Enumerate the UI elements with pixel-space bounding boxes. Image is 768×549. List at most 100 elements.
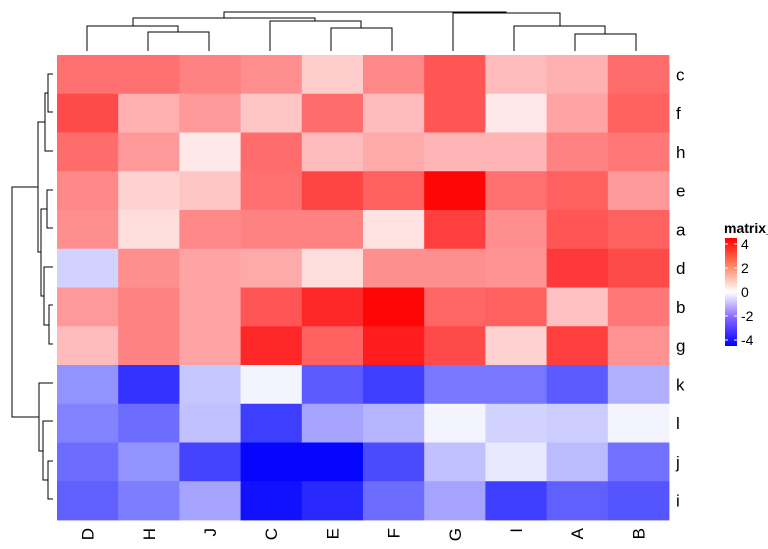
heatmap-cell-j-H <box>118 442 180 482</box>
row-dend-b-g <box>48 304 53 345</box>
heatmap-cell-b-J <box>179 287 241 327</box>
row-dend-e-a <box>46 189 53 229</box>
row-dend-j-i <box>47 460 53 500</box>
col-dend-G-IAB <box>452 12 561 51</box>
column-label-C: C <box>262 528 281 540</box>
heatmap-cell-e-H <box>118 171 180 211</box>
heatmap-cell-f-I <box>485 93 547 133</box>
row-label-b: b <box>676 298 685 317</box>
heatmap-cell-c-F <box>363 55 425 95</box>
row-label-k: k <box>676 375 685 394</box>
heatmap-cell-b-G <box>424 287 486 327</box>
heatmap-cell-c-A <box>546 55 609 95</box>
legend-ticks: 4 2 0 -2 -4 <box>725 236 754 348</box>
heatmap-cell-h-F <box>363 132 425 172</box>
heatmap-cell-d-C <box>240 248 303 288</box>
legend-tick-label: 4 <box>741 236 749 252</box>
heatmap-cell-a-D <box>57 210 119 250</box>
row-dendrogram <box>11 73 53 500</box>
column-label-E: E <box>323 528 342 539</box>
heatmap-cell-k-C <box>240 365 303 405</box>
heatmap-cell-l-J <box>179 403 241 443</box>
heatmap-cell-f-E <box>301 93 364 133</box>
heatmap-cell-g-E <box>301 326 364 366</box>
heatmap-cell-b-F <box>363 287 425 327</box>
heatmap-cell-l-B <box>607 403 670 443</box>
heatmap-cell-i-G <box>424 481 486 521</box>
heatmap-cell-a-A <box>546 210 609 250</box>
heatmap-cell-i-H <box>118 481 180 521</box>
heatmap-cell-e-F <box>363 171 425 211</box>
row-label-a: a <box>676 220 686 239</box>
legend-tick-label: -2 <box>741 308 754 324</box>
heatmap-cell-k-I <box>485 365 547 405</box>
column-label-G: G <box>446 528 465 541</box>
heatmap-cell-f-C <box>240 93 303 133</box>
legend-color-bar <box>725 238 737 346</box>
heatmap-cell-e-A <box>546 171 609 211</box>
heatmap-cell-a-E <box>301 210 364 250</box>
heatmap-cell-e-B <box>607 171 670 211</box>
col-dend-I-AB <box>513 25 606 51</box>
row-label-j: j <box>675 453 680 472</box>
heatmap-cell-c-I <box>485 55 547 95</box>
heatmap-cell-a-J <box>179 210 241 250</box>
legend-tick-label: 2 <box>741 260 749 276</box>
heatmap-cell-k-J <box>179 365 241 405</box>
heatmap-cell-h-J <box>179 132 241 172</box>
heatmap-cell-h-D <box>57 132 119 172</box>
heatmap-cell-d-J <box>179 248 241 288</box>
heatmap-cell-c-G <box>424 55 486 95</box>
heatmap-cell-g-A <box>546 326 609 366</box>
heatmap-cell-a-F <box>363 210 425 250</box>
heatmap-cell-k-F <box>363 365 425 405</box>
col-dend-H-J <box>147 31 210 51</box>
heatmap-cell-c-J <box>179 55 241 95</box>
row-dend-root <box>11 186 39 418</box>
heatmap-cell-i-A <box>546 481 609 521</box>
heatmap-cell-l-F <box>363 403 425 443</box>
heatmap-cell-j-C <box>240 442 303 482</box>
heatmap-cell-e-I <box>485 171 547 211</box>
heatmap-cell-b-E <box>301 287 364 327</box>
column-dendrogram <box>86 11 637 51</box>
heatmap-cell-d-I <box>485 248 547 288</box>
heatmap-cell-a-B <box>607 210 670 250</box>
heatmap-cell-i-E <box>301 481 364 521</box>
heatmap-cell-k-H <box>118 365 180 405</box>
row-dend-cf-h <box>44 92 53 152</box>
heatmap-cell-b-A <box>546 287 609 327</box>
heatmap-cell-b-H <box>118 287 180 327</box>
heatmap-cell-h-G <box>424 132 486 172</box>
heatmap-cell-h-I <box>485 132 547 172</box>
heatmap-cell-j-D <box>57 442 119 482</box>
heatmap-cell-d-F <box>363 248 425 288</box>
heatmap-cell-j-G <box>424 442 486 482</box>
heatmap-cell-d-A <box>546 248 609 288</box>
heatmap-cell-g-I <box>485 326 547 366</box>
heatmap-cell-i-C <box>240 481 303 521</box>
heatmap-cell-e-G <box>424 171 486 211</box>
heatmap-cell-a-C <box>240 210 303 250</box>
heatmap-cell-k-A <box>546 365 609 405</box>
column-label-I: I <box>507 528 526 533</box>
heatmap-cell-j-I <box>485 442 547 482</box>
heatmap-cell-k-G <box>424 365 486 405</box>
heatmap-cell-j-E <box>301 442 364 482</box>
col-dend-D-HJ <box>86 25 179 51</box>
heatmap-cell-e-E <box>301 171 364 211</box>
row-labels: c f h ea d b gk l j i <box>675 65 686 510</box>
heatmap-cell-d-E <box>301 248 364 288</box>
column-label-D: D <box>79 528 98 540</box>
row-label-l: l <box>676 414 680 433</box>
heatmap-cell-e-J <box>179 171 241 211</box>
heatmap-cell-g-J <box>179 326 241 366</box>
heatmap-cell-g-D <box>57 326 119 366</box>
heatmap-cell-b-B <box>607 287 670 327</box>
col-dend-E-F <box>330 27 393 51</box>
column-label-J: J <box>201 528 220 537</box>
col-dend-A-B <box>574 33 637 51</box>
heatmap-cell-j-F <box>363 442 425 482</box>
